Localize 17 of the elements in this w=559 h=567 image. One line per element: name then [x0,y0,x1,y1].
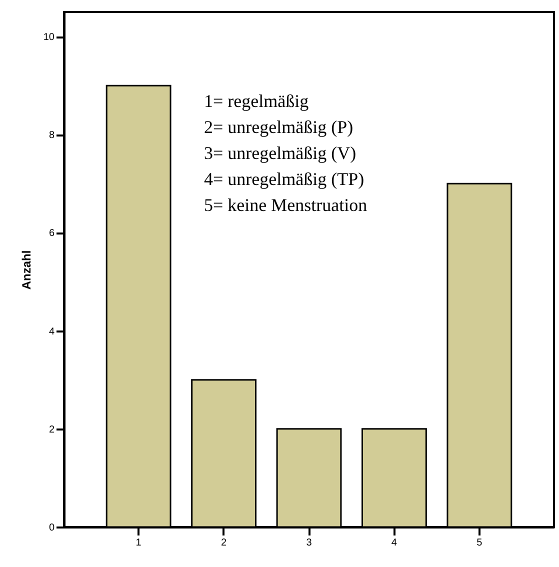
annotation: 2= unregelmäßig (P) [204,117,354,137]
y-tick-label: 0 [48,522,55,534]
x-tick-label: 4 [391,538,398,548]
y-tick-label: 4 [48,326,55,338]
annotation: 1= regelmäßig [204,91,309,111]
x-tick-label: 5 [476,538,483,548]
y-tick-label: 8 [48,130,55,142]
x-tick-label: 3 [306,538,312,548]
y-tick-label: 2 [48,424,55,436]
annotation: 3= unregelmäßig (V) [204,143,356,163]
annotation: 5= keine Menstruation [204,195,368,215]
y-tick-label: 10 [43,32,55,44]
y-tick-label: 6 [48,228,55,240]
annotation: 4= unregelmäßig (TP) [204,169,364,189]
x-tick-label: 1 [136,538,142,548]
x-tick-label: 2 [221,538,227,548]
y-axis-title: Anzahl [19,250,34,290]
